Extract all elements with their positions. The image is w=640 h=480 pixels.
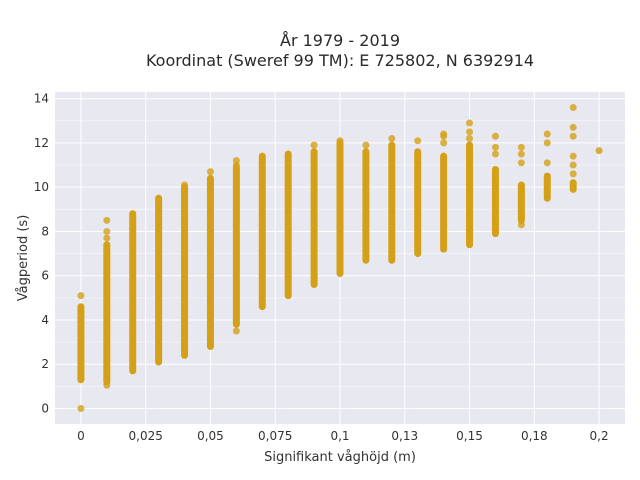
- x-tick-label: 0,13: [391, 429, 418, 443]
- x-tick-labels: 0 0,025 0,05 0,075 0,1 0,13 0,15 0,18 0,2: [77, 429, 609, 443]
- chart-title-line-1: År 1979 - 2019: [280, 31, 400, 50]
- data-point: [595, 147, 603, 155]
- data-point: [103, 216, 111, 224]
- data-point: [517, 221, 525, 229]
- x-tick-label: 0: [77, 429, 85, 443]
- data-point: [336, 137, 344, 145]
- y-tick-label: 14: [34, 92, 49, 106]
- data-point: [569, 123, 577, 131]
- y-tick-label: 2: [41, 357, 49, 371]
- data-point: [388, 134, 396, 142]
- data-point: [232, 157, 240, 165]
- data-point: [543, 139, 551, 147]
- data-point: [569, 103, 577, 111]
- data-points: [77, 103, 603, 413]
- y-tick-label: 8: [41, 224, 49, 238]
- y-tick-label: 12: [34, 136, 49, 150]
- data-point: [491, 143, 499, 151]
- data-point: [103, 234, 111, 242]
- x-tick-label: 0,075: [258, 429, 292, 443]
- y-tick-label: 4: [41, 313, 49, 327]
- y-tick-label: 0: [41, 402, 49, 416]
- x-axis-label: Signifikant våghöjd (m): [264, 450, 416, 465]
- data-point: [466, 119, 474, 127]
- data-point: [77, 405, 85, 413]
- data-point: [517, 143, 525, 151]
- data-point: [232, 327, 240, 335]
- data-point: [517, 159, 525, 167]
- x-tick-label: 0,1: [330, 429, 349, 443]
- y-tick-label: 6: [41, 269, 49, 283]
- data-point: [543, 130, 551, 138]
- data-point: [103, 381, 111, 389]
- data-point: [77, 292, 85, 300]
- y-axis-label: Vågperiod (s): [16, 215, 31, 302]
- chart-title-line-2: Koordinat (Sweref 99 TM): E 725802, N 63…: [146, 51, 534, 70]
- data-point: [569, 132, 577, 140]
- data-point: [362, 141, 370, 149]
- data-point: [310, 141, 318, 149]
- x-tick-label: 0,05: [197, 429, 224, 443]
- data-point: [491, 132, 499, 140]
- y-tick-labels: 0 2 4 6 8 10 12 14: [34, 92, 49, 416]
- data-point: [103, 227, 111, 235]
- data-point: [440, 130, 448, 138]
- data-point: [569, 170, 577, 178]
- data-point: [206, 168, 214, 176]
- data-point: [491, 150, 499, 158]
- x-tick-label: 0,15: [456, 429, 483, 443]
- data-point: [517, 150, 525, 158]
- data-point: [466, 128, 474, 136]
- data-point: [466, 134, 474, 142]
- data-point: [440, 139, 448, 147]
- x-tick-label: 0,18: [521, 429, 548, 443]
- data-point: [569, 152, 577, 160]
- data-point: [414, 137, 422, 145]
- x-tick-label: 0,2: [590, 429, 609, 443]
- data-point: [543, 159, 551, 167]
- y-tick-label: 10: [34, 180, 49, 194]
- data-point: [569, 161, 577, 169]
- x-tick-label: 0,025: [129, 429, 163, 443]
- data-point: [181, 181, 189, 189]
